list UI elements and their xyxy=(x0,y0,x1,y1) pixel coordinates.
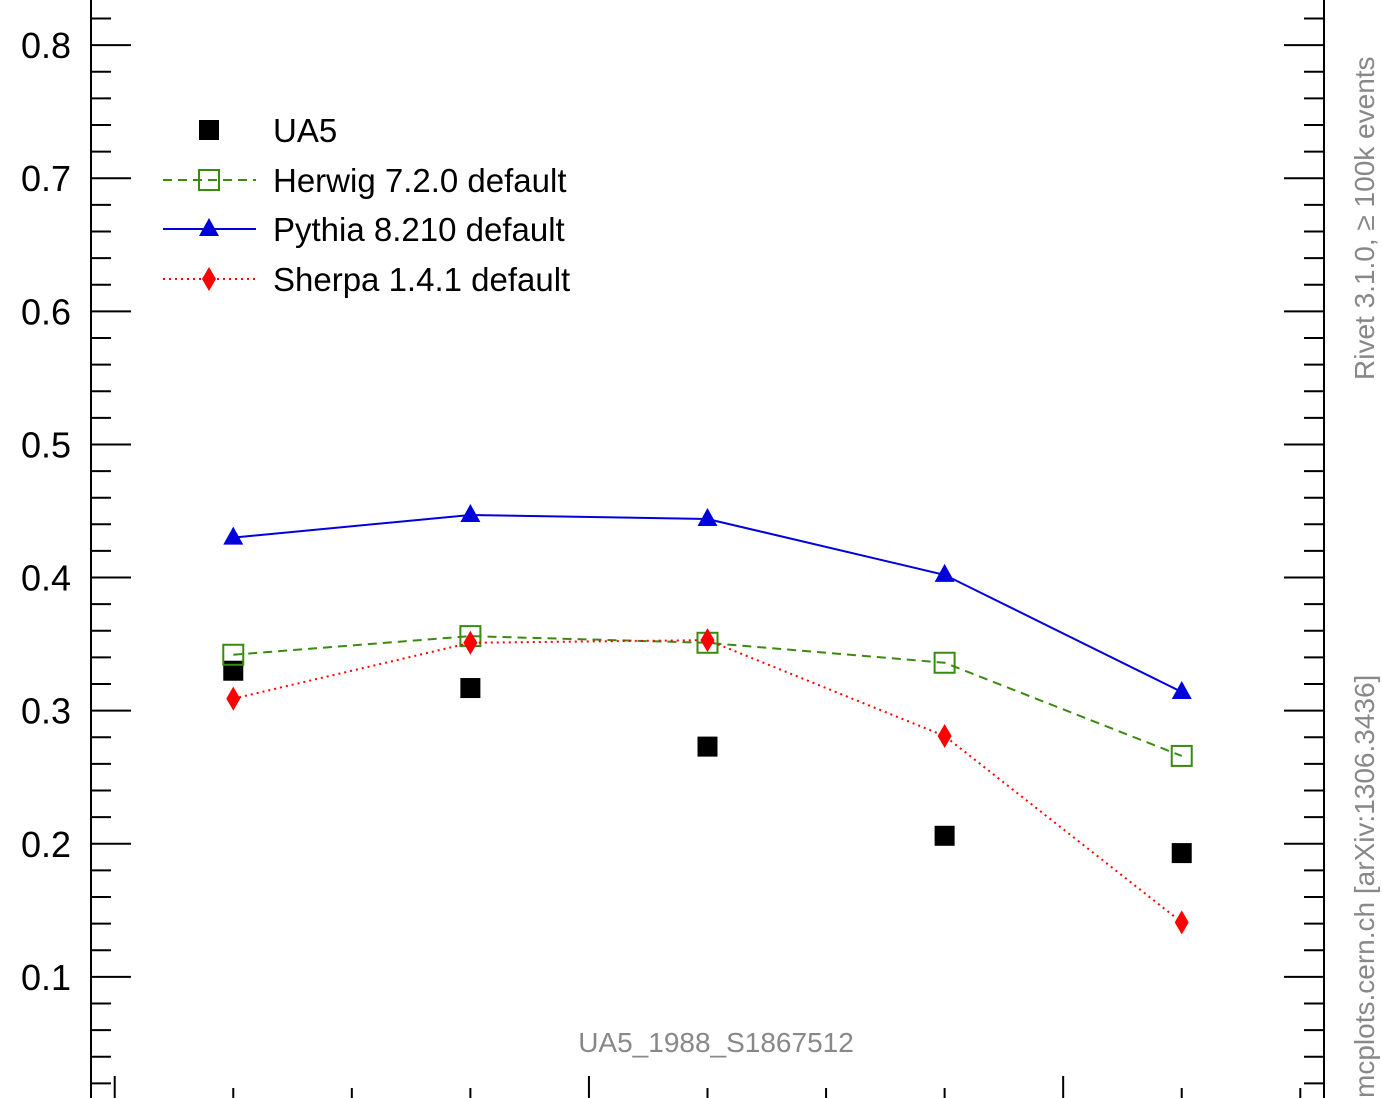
data-point xyxy=(1171,681,1192,700)
data-point xyxy=(697,507,718,526)
y-tick-label: 0.1 xyxy=(21,957,71,998)
y-tick-labels: 0.10.20.30.40.50.60.70.80.9 xyxy=(21,25,71,998)
data-point xyxy=(933,651,956,674)
data-point xyxy=(226,686,241,711)
data-point xyxy=(223,526,244,545)
y-tick-label: 0.4 xyxy=(21,558,71,599)
y-tick-label: 0.7 xyxy=(21,158,71,199)
legend-label: Herwig 7.2.0 default xyxy=(273,162,567,199)
series-0 xyxy=(223,660,1192,864)
y-tick-label: 0.2 xyxy=(21,824,71,865)
data-point xyxy=(934,563,955,582)
y-tick-label: 0.8 xyxy=(21,25,71,66)
data-point xyxy=(1170,744,1193,767)
data-point xyxy=(222,643,245,666)
legend-entry-0: UA5 xyxy=(199,112,337,149)
data-point xyxy=(700,628,715,653)
legend-label: UA5 xyxy=(273,112,337,149)
plot-frame xyxy=(90,0,1325,1098)
data-point xyxy=(223,660,244,681)
data-point xyxy=(1171,843,1192,864)
data-point xyxy=(697,736,718,757)
y-tick-label: 0.3 xyxy=(21,691,71,732)
axis-ticks xyxy=(91,17,1324,1098)
legend-label: Pythia 8.210 default xyxy=(273,211,565,248)
data-point xyxy=(1174,910,1189,935)
data-point xyxy=(937,723,952,748)
series-line xyxy=(233,639,1183,924)
legend-label: Sherpa 1.4.1 default xyxy=(273,261,570,298)
data-point xyxy=(198,169,220,191)
y-tick-label: 0.5 xyxy=(21,424,71,465)
data-point xyxy=(934,825,955,846)
data-point xyxy=(460,503,481,522)
series-line xyxy=(233,635,1183,757)
mcplots-source-label: mcplots.cern.ch [arXiv:1306.3436] xyxy=(1349,675,1380,1098)
analysis-annotation: UA5_1988_S1867512 xyxy=(578,1027,854,1058)
data-point xyxy=(463,630,478,655)
data-point xyxy=(199,120,219,140)
legend-entry-3: Sherpa 1.4.1 default xyxy=(163,261,570,298)
series-line xyxy=(233,513,1183,693)
series-3 xyxy=(226,628,1189,935)
series-2 xyxy=(223,503,1192,700)
data-point xyxy=(460,678,481,699)
data-point xyxy=(202,267,216,291)
y-tick-label: 0.6 xyxy=(21,291,71,332)
legend: UA5 Herwig 7.2.0 default Pythia 8.210 defa… xyxy=(163,112,570,298)
data-point xyxy=(199,218,219,236)
rivet-version-label: Rivet 3.1.0, ≥ 100k events xyxy=(1349,56,1380,380)
legend-entry-1: Herwig 7.2.0 default xyxy=(163,162,567,199)
legend-entry-2: Pythia 8.210 default xyxy=(163,211,565,248)
series-layer xyxy=(222,503,1193,935)
